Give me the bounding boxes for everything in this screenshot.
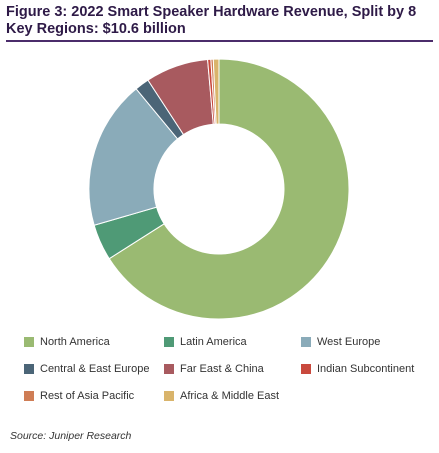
- legend-item-west-europe: West Europe: [301, 333, 380, 351]
- legend-swatch: [24, 337, 34, 347]
- legend-item-rest-of-asia-pacific: Rest of Asia Pacific: [24, 387, 134, 405]
- legend-item-indian-subcontinent: Indian Subcontinent: [301, 360, 414, 378]
- slice-north-america: [108, 58, 350, 320]
- legend-item-latin-america: Latin America: [164, 333, 247, 351]
- legend-label: Indian Subcontinent: [317, 363, 415, 375]
- legend-swatch: [301, 364, 311, 374]
- legend-swatch: [24, 391, 34, 401]
- source-note: Source: Juniper Research: [10, 430, 132, 442]
- legend-item-far-east-china: Far East & China: [164, 360, 264, 378]
- slice-africa-middle-east: [212, 58, 220, 125]
- legend-item-central-east-europe: Central & East Europe: [24, 360, 149, 378]
- legend-label: Latin America: [180, 336, 247, 348]
- figure-title: Figure 3: 2022 Smart Speaker Hardware Re…: [6, 4, 417, 37]
- legend-label: Rest of Asia Pacific: [40, 390, 135, 402]
- legend-swatch: [24, 364, 34, 374]
- legend-swatch: [301, 337, 311, 347]
- legend-swatch: [164, 337, 174, 347]
- legend-label: West Europe: [317, 336, 381, 348]
- legend-label: Far East & China: [180, 363, 264, 375]
- legend-label: Central & East Europe: [40, 363, 150, 375]
- legend-label: Africa & Middle East: [180, 390, 280, 402]
- legend-swatch: [164, 391, 174, 401]
- donut-chart: [88, 58, 350, 320]
- legend-item-north-america: North America: [24, 333, 110, 351]
- donut-slices: [88, 58, 350, 320]
- legend-item-africa-middle-east: Africa & Middle East: [164, 387, 279, 405]
- legend-swatch: [164, 364, 174, 374]
- title-rule: [6, 40, 433, 42]
- legend-label: North America: [40, 336, 110, 348]
